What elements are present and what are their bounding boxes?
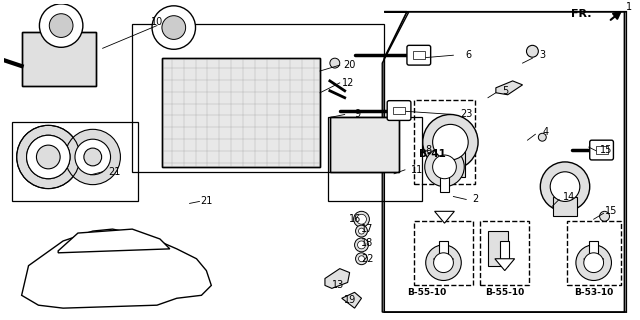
Text: 23: 23: [460, 109, 472, 119]
FancyBboxPatch shape: [407, 45, 431, 65]
Bar: [589, 241, 598, 259]
Polygon shape: [496, 81, 522, 95]
Bar: [553, 196, 577, 216]
Text: 16: 16: [348, 214, 361, 224]
Bar: [330, 117, 399, 172]
Text: 14: 14: [563, 191, 575, 202]
Text: 5: 5: [502, 86, 509, 96]
Text: 20: 20: [344, 60, 356, 70]
Text: 10: 10: [151, 17, 163, 27]
Circle shape: [17, 125, 80, 188]
Circle shape: [355, 238, 369, 252]
Circle shape: [358, 256, 364, 262]
Circle shape: [540, 162, 589, 211]
Text: 6: 6: [465, 50, 471, 60]
Bar: [12, 123, 138, 202]
Polygon shape: [584, 259, 604, 271]
Bar: [414, 100, 475, 184]
Bar: [22, 31, 96, 86]
Circle shape: [423, 115, 478, 170]
Text: B-41: B-41: [419, 149, 445, 159]
Text: 21: 21: [200, 196, 212, 206]
Polygon shape: [495, 259, 515, 271]
Text: 15: 15: [600, 145, 612, 155]
Bar: [488, 231, 508, 266]
Circle shape: [584, 253, 604, 273]
Text: 22: 22: [361, 254, 374, 264]
Circle shape: [40, 4, 83, 47]
Bar: [440, 172, 449, 192]
Text: 15: 15: [605, 206, 618, 216]
Bar: [436, 152, 465, 177]
Bar: [22, 31, 96, 86]
Bar: [439, 241, 448, 259]
FancyBboxPatch shape: [387, 101, 411, 120]
Text: 18: 18: [362, 238, 374, 248]
Bar: [328, 117, 422, 202]
Polygon shape: [434, 259, 453, 271]
Bar: [500, 241, 509, 259]
Text: FR.: FR.: [572, 9, 592, 19]
Text: 17: 17: [361, 224, 374, 234]
Polygon shape: [58, 229, 170, 253]
Circle shape: [353, 211, 369, 227]
Circle shape: [434, 253, 453, 273]
Bar: [567, 221, 621, 285]
Polygon shape: [342, 292, 362, 308]
Bar: [393, 107, 405, 115]
Text: 8: 8: [426, 145, 432, 155]
Polygon shape: [325, 268, 349, 288]
Circle shape: [330, 58, 340, 68]
Circle shape: [152, 6, 195, 49]
Bar: [162, 58, 320, 167]
Circle shape: [426, 245, 461, 280]
Text: 4: 4: [542, 127, 548, 137]
Circle shape: [550, 172, 580, 202]
Text: B-55-10: B-55-10: [485, 288, 524, 297]
Circle shape: [538, 133, 547, 141]
Bar: [162, 58, 320, 167]
Text: B-55-10: B-55-10: [407, 288, 446, 297]
Text: 19: 19: [344, 295, 356, 305]
Text: 1: 1: [627, 2, 632, 12]
Circle shape: [527, 45, 538, 57]
Circle shape: [84, 148, 102, 166]
Circle shape: [425, 147, 464, 187]
Circle shape: [27, 135, 70, 179]
Circle shape: [576, 245, 611, 280]
Polygon shape: [22, 229, 211, 308]
Bar: [414, 221, 473, 285]
Circle shape: [356, 225, 367, 237]
Circle shape: [49, 14, 73, 37]
Circle shape: [600, 211, 609, 221]
Circle shape: [36, 145, 60, 169]
Circle shape: [433, 124, 468, 160]
Bar: [330, 117, 399, 172]
Bar: [480, 221, 529, 285]
Circle shape: [433, 155, 456, 179]
Text: 21: 21: [108, 167, 121, 177]
Circle shape: [356, 253, 367, 265]
Text: 11: 11: [411, 165, 423, 175]
Polygon shape: [435, 211, 454, 223]
FancyBboxPatch shape: [589, 140, 613, 160]
Text: 9: 9: [355, 109, 360, 119]
Circle shape: [358, 241, 365, 249]
Circle shape: [65, 129, 120, 185]
Bar: [132, 24, 384, 172]
Bar: [413, 51, 425, 59]
Text: 13: 13: [332, 280, 344, 291]
Text: 2: 2: [472, 195, 478, 204]
Circle shape: [356, 214, 367, 224]
Bar: [596, 146, 607, 154]
Text: 3: 3: [540, 50, 545, 60]
Text: B-53-10: B-53-10: [574, 288, 613, 297]
Circle shape: [162, 16, 186, 39]
Text: 12: 12: [342, 78, 354, 88]
Circle shape: [358, 228, 364, 234]
Circle shape: [75, 139, 111, 175]
